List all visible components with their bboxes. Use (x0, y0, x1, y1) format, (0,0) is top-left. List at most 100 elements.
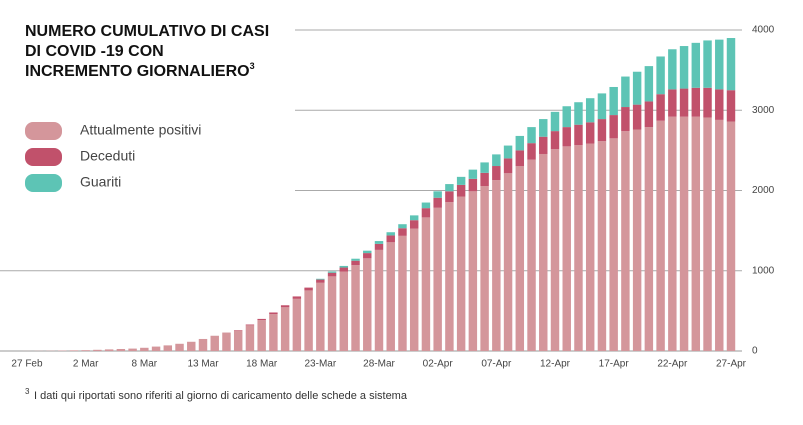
x-tick-label: 02-Apr (423, 359, 454, 370)
bar-segment (410, 229, 418, 351)
bar-segment (469, 170, 477, 179)
bar-segment (609, 87, 617, 115)
bar-segment (703, 117, 711, 351)
bar-segment (433, 191, 441, 197)
bar-segment (598, 119, 606, 141)
bar-segment (609, 138, 617, 351)
bar-segment (598, 141, 606, 351)
bar-segment (387, 232, 395, 235)
bar-segment (328, 273, 336, 277)
bar-segment (445, 191, 453, 202)
bar-segment (551, 112, 559, 131)
bar-segment (128, 349, 136, 351)
bar-segment (563, 106, 571, 127)
bar-segment (445, 202, 453, 351)
bar-segment (281, 305, 289, 307)
title-superscript: 3 (250, 61, 255, 71)
bar-segment (516, 136, 524, 150)
bar-segment (516, 150, 524, 166)
bar-segment (246, 325, 254, 351)
bar-segment (340, 268, 348, 272)
bar-segment (187, 342, 195, 351)
bar-segment (656, 56, 664, 94)
bar-segment (269, 312, 277, 314)
bar-segment (316, 283, 324, 351)
bar-segment (574, 102, 582, 124)
bar-segment (480, 162, 488, 172)
bar-segment (257, 319, 265, 320)
bar-segment (645, 101, 653, 127)
bar-segment (81, 350, 89, 351)
bar-segment (351, 259, 359, 261)
bar-segment (387, 242, 395, 351)
bar-segment (504, 158, 512, 173)
bar-segment (469, 179, 477, 191)
bar-segment (433, 198, 441, 208)
bar-segment (246, 325, 254, 326)
bar-segment (375, 244, 383, 250)
bar-segment (727, 121, 735, 351)
bar-segment (527, 143, 535, 159)
bar-segment (656, 121, 664, 351)
bar-segment (363, 258, 371, 351)
y-tick-label: 1000 (752, 265, 775, 276)
x-tick-label: 27-Apr (716, 359, 747, 370)
legend-swatch (25, 122, 62, 140)
bar-segment (340, 272, 348, 351)
bar-segment (551, 131, 559, 149)
bar-segment (480, 173, 488, 186)
y-tick-label: 0 (752, 346, 758, 357)
bar-segment (633, 130, 641, 351)
bar-segment (234, 331, 242, 351)
legend-swatch (25, 174, 62, 192)
bar-segment (527, 127, 535, 143)
bar-segment (164, 345, 172, 351)
bar-segment (457, 177, 465, 185)
chart-title-line: INCREMENTO GIORNALIERO3 (25, 61, 255, 80)
bar-segment (175, 344, 183, 351)
bar-segment (398, 224, 406, 228)
bar-segment (703, 40, 711, 87)
bar-segment (680, 89, 688, 117)
bar-segment (398, 236, 406, 351)
bar-segment (492, 166, 500, 180)
bar-segment (504, 173, 512, 351)
bar-segment (727, 90, 735, 121)
bar-segment (340, 266, 348, 268)
bar-segment (375, 241, 383, 244)
bar-segment (621, 107, 629, 131)
bar-segment (598, 93, 606, 119)
bar-segment (574, 145, 582, 351)
bar-segment (516, 166, 524, 351)
bar-segment (293, 299, 301, 351)
bar-segment (586, 122, 594, 143)
bar-segment (328, 276, 336, 351)
bar-segment (293, 296, 301, 298)
bar-segment (727, 38, 735, 90)
bar-segment (703, 88, 711, 118)
footnote-marker: 3 (25, 387, 30, 396)
y-tick-label: 3000 (752, 105, 775, 116)
bar-segment (316, 279, 324, 280)
bar-segment (492, 154, 500, 166)
chart-title-line: DI COVID -19 CON (25, 43, 164, 60)
bar-segment (668, 117, 676, 351)
legend-swatch (25, 148, 62, 166)
bar-segment (563, 127, 571, 146)
x-tick-label: 17-Apr (599, 359, 630, 370)
bar-segment (93, 350, 101, 351)
legend-label: Guariti (80, 174, 121, 190)
bar-segment (211, 336, 219, 351)
bar-segment (351, 261, 359, 265)
bar-segment (316, 280, 324, 283)
bar-segment (281, 307, 289, 351)
bar-segment (645, 66, 653, 101)
bar-segment (539, 119, 547, 137)
bar-segment (563, 146, 571, 351)
bar-segment (609, 115, 617, 138)
bar-segment (457, 185, 465, 197)
x-tick-label: 28-Mar (363, 359, 395, 370)
legend-label: Attualmente positivi (80, 122, 201, 138)
bar-segment (152, 347, 160, 351)
bar-segment (504, 146, 512, 159)
